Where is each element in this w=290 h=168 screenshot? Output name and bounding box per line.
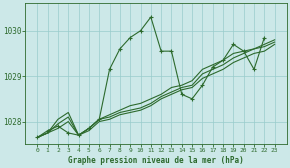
X-axis label: Graphe pression niveau de la mer (hPa): Graphe pression niveau de la mer (hPa) (68, 156, 244, 164)
